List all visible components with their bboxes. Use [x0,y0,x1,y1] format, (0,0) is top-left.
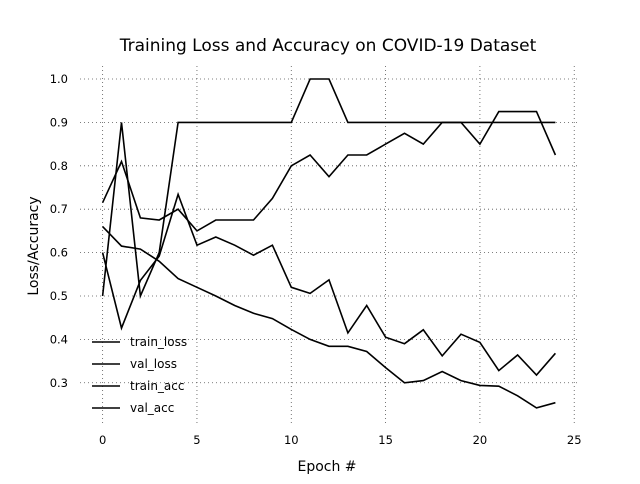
legend-label: val_loss [130,357,177,371]
y-tick-label: 0.4 [50,332,68,346]
y-tick-labels: 0.3 0.4 0.5 0.6 0.7 0.8 0.9 1.0 [50,72,68,390]
x-tick-label: 20 [473,433,488,447]
x-tick-label: 25 [567,433,582,447]
legend-label: train_loss [130,335,187,349]
series-line-train-loss [102,226,556,409]
legend: train_loss val_loss train_acc val_acc [92,335,187,415]
y-tick-label: 0.9 [50,115,68,129]
x-tick-label: 0 [99,433,106,447]
y-tick-label: 0.5 [50,289,68,303]
series-layer [101,78,557,409]
y-tick-label: 0.6 [50,246,68,260]
y-tick-label: 0.3 [50,376,68,390]
y-axis-label: Loss/Accuracy [26,196,42,295]
y-tick-label: 0.8 [50,159,68,173]
series-line-val-loss [101,191,557,377]
x-tick-label: 5 [193,433,200,447]
x-tick-label: 10 [284,433,299,447]
legend-label: train_acc [130,379,184,393]
series-line-val-acc [101,78,556,300]
x-axis-label: Epoch # [297,459,356,475]
x-tick-labels: 0 5 10 15 20 25 [99,433,582,447]
x-tick-label: 15 [378,433,393,447]
y-tick-label: 1.0 [50,72,68,86]
y-tick-label: 0.7 [50,202,68,216]
legend-label: val_acc [130,401,174,415]
series-line-train-acc [101,110,557,232]
chart-title: Training Loss and Accuracy on COVID-19 D… [119,36,537,56]
